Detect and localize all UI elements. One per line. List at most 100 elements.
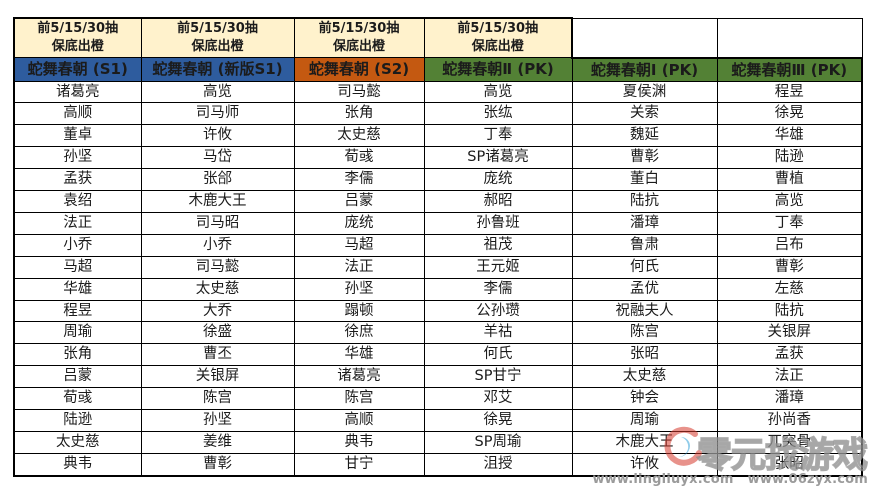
hero-name-cell: 荀彧 xyxy=(293,146,425,170)
hero-name-cell: 曹丕 xyxy=(140,343,295,367)
column-header-pk2: 蛇舞春朝Ⅱ (PK) xyxy=(423,57,573,82)
hero-name-cell: 荀彧 xyxy=(13,387,142,411)
hero-name-cell: 张昭 xyxy=(571,343,718,367)
column-header-s1: 蛇舞春朝 (S1) xyxy=(13,57,142,82)
hero-name-cell: 徐庶 xyxy=(293,321,425,345)
draw-rule-line1: 前5/15/30抽 xyxy=(318,21,400,36)
hero-name-cell: 高顺 xyxy=(293,409,425,432)
hero-name-cell: 关银屏 xyxy=(716,321,863,345)
table-row: 张角 曹丕 华雄 何氏 张昭 孟获 xyxy=(13,343,863,367)
hero-name-cell: 陆逊 xyxy=(716,146,863,170)
hero-name-cell: 夏侯渊 xyxy=(571,80,718,104)
hero-name-cell: 董卓 xyxy=(13,124,142,148)
draw-rule-header-cell: 前5/15/30抽 保底出橙 xyxy=(140,17,295,58)
hero-name-cell: 大乔 xyxy=(140,299,295,323)
hero-name-cell: 高顺 xyxy=(13,102,142,126)
hero-name-cell: 徐盛 xyxy=(140,321,295,345)
hero-name-cell: 吕蒙 xyxy=(293,190,425,213)
column-header-s2: 蛇舞春朝 (S2) xyxy=(293,57,425,82)
hero-name-cell: 何氏 xyxy=(571,255,718,279)
empty-header-cell xyxy=(716,17,863,58)
empty-header-cell xyxy=(571,17,718,58)
hero-name-cell: 王元姬 xyxy=(423,255,573,279)
hero-name-cell: 太史慈 xyxy=(293,124,425,148)
table-row: 小乔 小乔 马超 祖茂 鲁肃 吕布 xyxy=(13,233,863,257)
hero-name-cell: 典韦 xyxy=(13,452,142,477)
hero-name-cell: 魏延 xyxy=(571,124,718,148)
draw-rule-header-cell: 前5/15/30抽 保底出橙 xyxy=(423,17,573,58)
hero-name-cell: 陈宫 xyxy=(571,321,718,345)
hero-name-cell: 潘璋 xyxy=(716,387,863,411)
hero-name-cell: 丁奉 xyxy=(716,211,863,235)
hero-name-cell: 祝融夫人 xyxy=(571,299,718,323)
hero-name-cell: 法正 xyxy=(13,211,142,235)
hero-name-cell: 徐晃 xyxy=(423,409,573,432)
hero-name-cell: 陈宫 xyxy=(140,387,295,411)
hero-name-cell: 许攸 xyxy=(140,124,295,148)
hero-name-cell: 司马懿 xyxy=(293,80,425,104)
hero-name-cell: 木鹿大王 xyxy=(140,190,295,213)
hero-name-cell: 曹彰 xyxy=(571,146,718,170)
hero-name-cell: 小乔 xyxy=(140,233,295,257)
column-header-pk3: 蛇舞春朝Ⅲ (PK) xyxy=(716,56,863,82)
table-row: 法正 司马昭 庞统 孙鲁班 潘璋 丁奉 xyxy=(13,211,863,235)
hero-name-cell: 蹋顿 xyxy=(293,299,425,323)
hero-name-cell: 许攸 xyxy=(571,452,718,477)
hero-name-cell: 高览 xyxy=(716,190,863,213)
hero-name-cell: 庞统 xyxy=(423,168,573,192)
table-row: 袁绍 木鹿大王 吕蒙 郝昭 陆抗 高览 xyxy=(13,190,863,213)
hero-name-cell: 曹植 xyxy=(716,168,863,192)
hero-name-cell: 庞统 xyxy=(293,211,425,235)
hero-name-cell: 诸葛亮 xyxy=(293,365,425,389)
hero-name-cell: 关银屏 xyxy=(140,365,295,389)
table-row: 荀彧 陈宫 陈宫 邓艾 钟会 潘璋 xyxy=(13,387,863,411)
hero-name-cell: 诸葛亮 xyxy=(13,80,142,104)
hero-name-cell: 法正 xyxy=(716,365,863,389)
hero-name-cell: 太史慈 xyxy=(13,431,142,454)
table-row: 高顺 司马师 张角 张纮 关索 徐晃 xyxy=(13,102,863,126)
hero-name-cell: 徐晃 xyxy=(716,102,863,126)
hero-name-cell: 公孙瓒 xyxy=(423,299,573,323)
hero-name-cell: 李儒 xyxy=(423,277,573,301)
hero-name-cell: 丁奉 xyxy=(423,124,573,148)
hero-name-cell: 张纮 xyxy=(423,102,573,126)
hero-name-cell: 左慈 xyxy=(716,277,863,301)
hero-name-cell: 法正 xyxy=(293,255,425,279)
hero-name-cell: 郝昭 xyxy=(423,190,573,213)
hero-name-cell: 程昱 xyxy=(716,80,863,104)
table-row: 孙坚 马岱 荀彧 SP诸葛亮 曹彰 陆逊 xyxy=(13,146,863,170)
hero-name-cell: 陆逊 xyxy=(13,409,142,432)
hero-name-cell: 姜维 xyxy=(140,431,295,454)
hero-name-cell: 木鹿大王 xyxy=(571,431,718,454)
hero-name-cell: 孙坚 xyxy=(140,409,295,432)
draw-rule-line2: 保底出橙 xyxy=(191,39,244,54)
table-row: 吕蒙 关银屏 诸葛亮 SP甘宁 太史慈 法正 xyxy=(13,365,863,389)
hero-name-cell: 吕蒙 xyxy=(13,365,142,389)
table-row: 陆逊 孙坚 高顺 徐晃 周瑜 孙尚香 xyxy=(13,409,863,432)
hero-name-cell: 高览 xyxy=(140,80,295,104)
hero-name-cell: 马超 xyxy=(13,255,142,279)
hero-name-cell: 高览 xyxy=(423,80,573,104)
hero-name-cell: 董白 xyxy=(571,168,718,192)
hero-name-cell: 张角 xyxy=(293,102,425,126)
hero-name-cell: 曹彰 xyxy=(716,255,863,279)
table-row: 华雄 太史慈 孙坚 李儒 孟优 左慈 xyxy=(13,277,863,301)
table-row: 孟获 张郃 李儒 庞统 董白 曹植 xyxy=(13,168,863,192)
hero-name-cell: 祖茂 xyxy=(423,233,573,257)
hero-name-cell: 马超 xyxy=(293,233,425,257)
hero-name-cell: 鲁肃 xyxy=(571,233,718,257)
hero-name-cell: 周瑜 xyxy=(571,409,718,432)
hero-name-cell: 陆抗 xyxy=(716,299,863,323)
hero-name-cell: 孙坚 xyxy=(293,277,425,301)
table-row: 太史慈 姜维 典韦 SP周瑜 木鹿大王 兀突骨 xyxy=(13,431,863,454)
hero-name-cell: 程昱 xyxy=(13,299,142,323)
column-header-new-s1: 蛇舞春朝 (新版S1) xyxy=(140,57,295,82)
draw-rule-line1: 前5/15/30抽 xyxy=(177,21,258,36)
hero-name-cell: SP甘宁 xyxy=(423,365,573,389)
hero-name-cell: 兀突骨 xyxy=(716,431,863,454)
hero-name-cell: 钟会 xyxy=(571,387,718,411)
hero-name-cell: 华雄 xyxy=(13,277,142,301)
table-row: 周瑜 徐盛 徐庶 羊祜 陈宫 关银屏 xyxy=(13,321,863,345)
hero-name-cell: 沮授 xyxy=(423,452,573,477)
